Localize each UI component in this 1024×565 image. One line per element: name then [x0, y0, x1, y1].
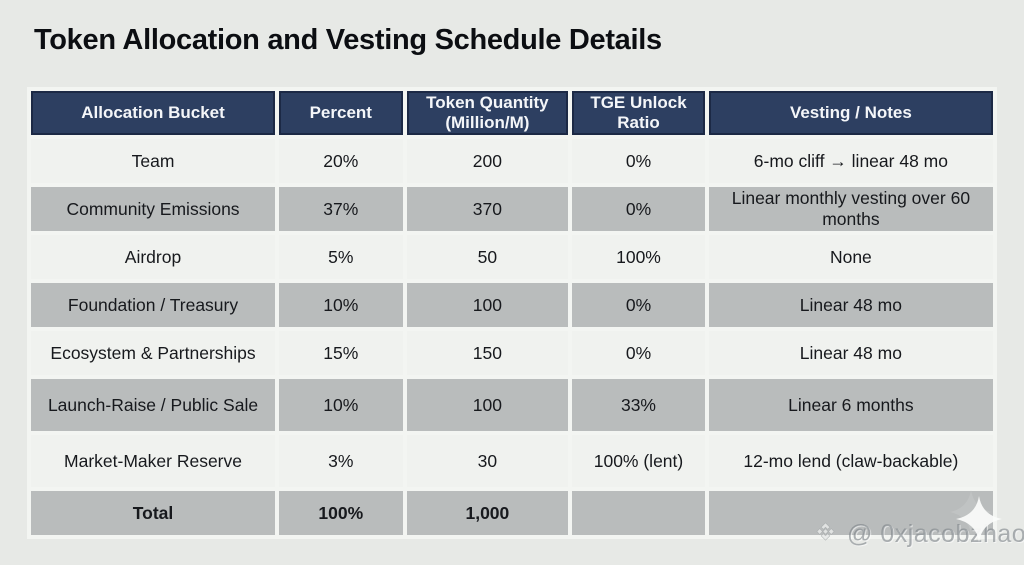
cell-tge: 100%	[572, 235, 705, 279]
cell-tge: 100% (lent)	[572, 435, 705, 487]
binance-diamond-icon	[812, 518, 839, 550]
sparkle-icon	[946, 488, 1008, 555]
table-row: Airdrop 5% 50 100% None	[31, 235, 993, 279]
cell-percent: 37%	[279, 187, 403, 231]
table-row: Ecosystem & Partnerships 15% 150 0% Linear 4…	[31, 331, 993, 375]
cell-quantity: 370	[406, 187, 569, 231]
cell-quantity: 1,000	[406, 491, 569, 535]
table-header-row: Allocation Bucket Percent Token Quantity…	[31, 91, 993, 135]
cell-tge: 0%	[572, 331, 705, 375]
cell-bucket: Market-Maker Reserve	[31, 435, 276, 487]
cell-bucket: Team	[31, 139, 276, 183]
cell-vesting: Linear 48 mo	[708, 331, 993, 375]
cell-vesting: Linear monthly vesting over 60 months	[708, 187, 993, 231]
cell-tge: 0%	[572, 139, 705, 183]
cell-percent: 20%	[279, 139, 403, 183]
cell-vesting	[708, 491, 993, 535]
watermark-handle: @ 0xjacobzhao	[847, 519, 1024, 548]
table-row: Launch-Raise / Public Sale 10% 100 33% Linea…	[31, 379, 993, 431]
cell-vesting: Linear 48 mo	[708, 283, 993, 327]
cell-bucket: Total	[31, 491, 276, 535]
cell-percent: 10%	[279, 379, 403, 431]
column-header-tge-unlock-ratio: TGE Unlock Ratio	[572, 91, 705, 135]
cell-percent: 100%	[279, 491, 403, 535]
cell-bucket: Launch-Raise / Public Sale	[31, 379, 276, 431]
cell-vesting: 12-mo lend (claw-backable)	[708, 435, 993, 487]
cell-quantity: 100	[406, 283, 569, 327]
cell-quantity: 50	[406, 235, 569, 279]
watermark: @ 0xjacobzhao	[812, 518, 1024, 550]
table-row: Community Emissions 37% 370 0% Linear monthl…	[31, 187, 993, 231]
cell-vesting: 6-mo cliff → linear 48 mo	[708, 139, 993, 183]
cell-tge: 33%	[572, 379, 705, 431]
table-row: Total 100% 1,000	[31, 491, 993, 535]
cell-quantity: 150	[406, 331, 569, 375]
column-header-vesting-notes: Vesting / Notes	[708, 91, 993, 135]
cell-bucket: Community Emissions	[31, 187, 276, 231]
cell-quantity: 200	[406, 139, 569, 183]
table-row: Team 20% 200 0% 6-mo cliff → linear 48 mo	[31, 139, 993, 183]
cell-percent: 10%	[279, 283, 403, 327]
cell-bucket: Foundation / Treasury	[31, 283, 276, 327]
cell-quantity: 30	[406, 435, 569, 487]
cell-bucket: Airdrop	[31, 235, 276, 279]
column-header-percent: Percent	[279, 91, 403, 135]
table-row: Foundation / Treasury 10% 100 0% Linear 48 m…	[31, 283, 993, 327]
page-title: Token Allocation and Vesting Schedule De…	[34, 24, 662, 56]
column-header-allocation-bucket: Allocation Bucket	[31, 91, 276, 135]
cell-percent: 15%	[279, 331, 403, 375]
column-header-token-quantity: Token Quantity (Million/M)	[406, 91, 569, 135]
allocation-table: Allocation Bucket Percent Token Quantity…	[27, 87, 997, 539]
cell-bucket: Ecosystem & Partnerships	[31, 331, 276, 375]
cell-tge: 0%	[572, 283, 705, 327]
cell-percent: 5%	[279, 235, 403, 279]
cell-vesting: None	[708, 235, 993, 279]
table-row: Market-Maker Reserve 3% 30 100% (lent) 12-mo…	[31, 435, 993, 487]
cell-tge: 0%	[572, 187, 705, 231]
cell-percent: 3%	[279, 435, 403, 487]
allocation-table-container: Allocation Bucket Percent Token Quantity…	[27, 87, 997, 539]
cell-tge	[572, 491, 705, 535]
table-body: Team 20% 200 0% 6-mo cliff → linear 48 mo Com…	[31, 139, 993, 535]
cell-quantity: 100	[406, 379, 569, 431]
cell-vesting: Linear 6 months	[708, 379, 993, 431]
